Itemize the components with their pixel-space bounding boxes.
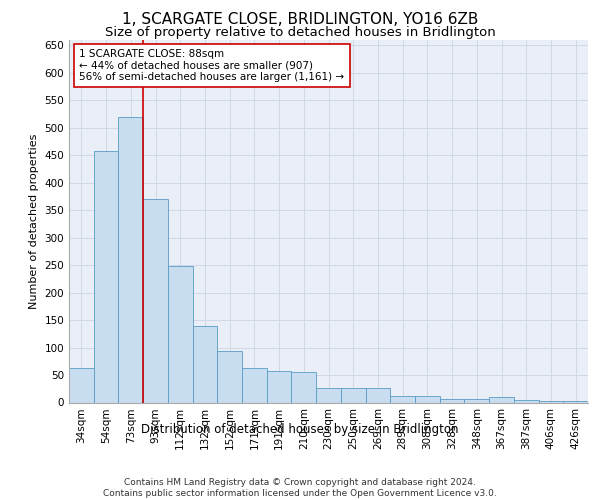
Y-axis label: Number of detached properties: Number of detached properties <box>29 134 39 309</box>
Bar <box>118 117 143 403</box>
Text: 1 SCARGATE CLOSE: 88sqm
← 44% of detached houses are smaller (907)
56% of semi-d: 1 SCARGATE CLOSE: 88sqm ← 44% of detache… <box>79 49 344 82</box>
Bar <box>168 266 193 402</box>
Bar <box>415 396 440 402</box>
Bar <box>143 200 168 402</box>
Bar <box>440 398 464 402</box>
Bar <box>193 326 217 402</box>
Text: Contains HM Land Registry data © Crown copyright and database right 2024.
Contai: Contains HM Land Registry data © Crown c… <box>103 478 497 498</box>
Text: 1, SCARGATE CLOSE, BRIDLINGTON, YO16 6ZB: 1, SCARGATE CLOSE, BRIDLINGTON, YO16 6ZB <box>122 12 478 28</box>
Bar <box>94 151 118 403</box>
Bar <box>365 388 390 402</box>
Bar <box>242 368 267 402</box>
Bar <box>514 400 539 402</box>
Bar <box>539 401 563 402</box>
Text: Distribution of detached houses by size in Bridlington: Distribution of detached houses by size … <box>141 422 459 436</box>
Bar <box>341 388 365 402</box>
Bar <box>390 396 415 402</box>
Bar <box>464 398 489 402</box>
Bar <box>69 368 94 402</box>
Bar <box>217 352 242 403</box>
Text: Size of property relative to detached houses in Bridlington: Size of property relative to detached ho… <box>104 26 496 39</box>
Bar <box>292 372 316 402</box>
Bar <box>563 401 588 402</box>
Bar <box>489 397 514 402</box>
Bar <box>267 371 292 402</box>
Bar <box>316 388 341 402</box>
